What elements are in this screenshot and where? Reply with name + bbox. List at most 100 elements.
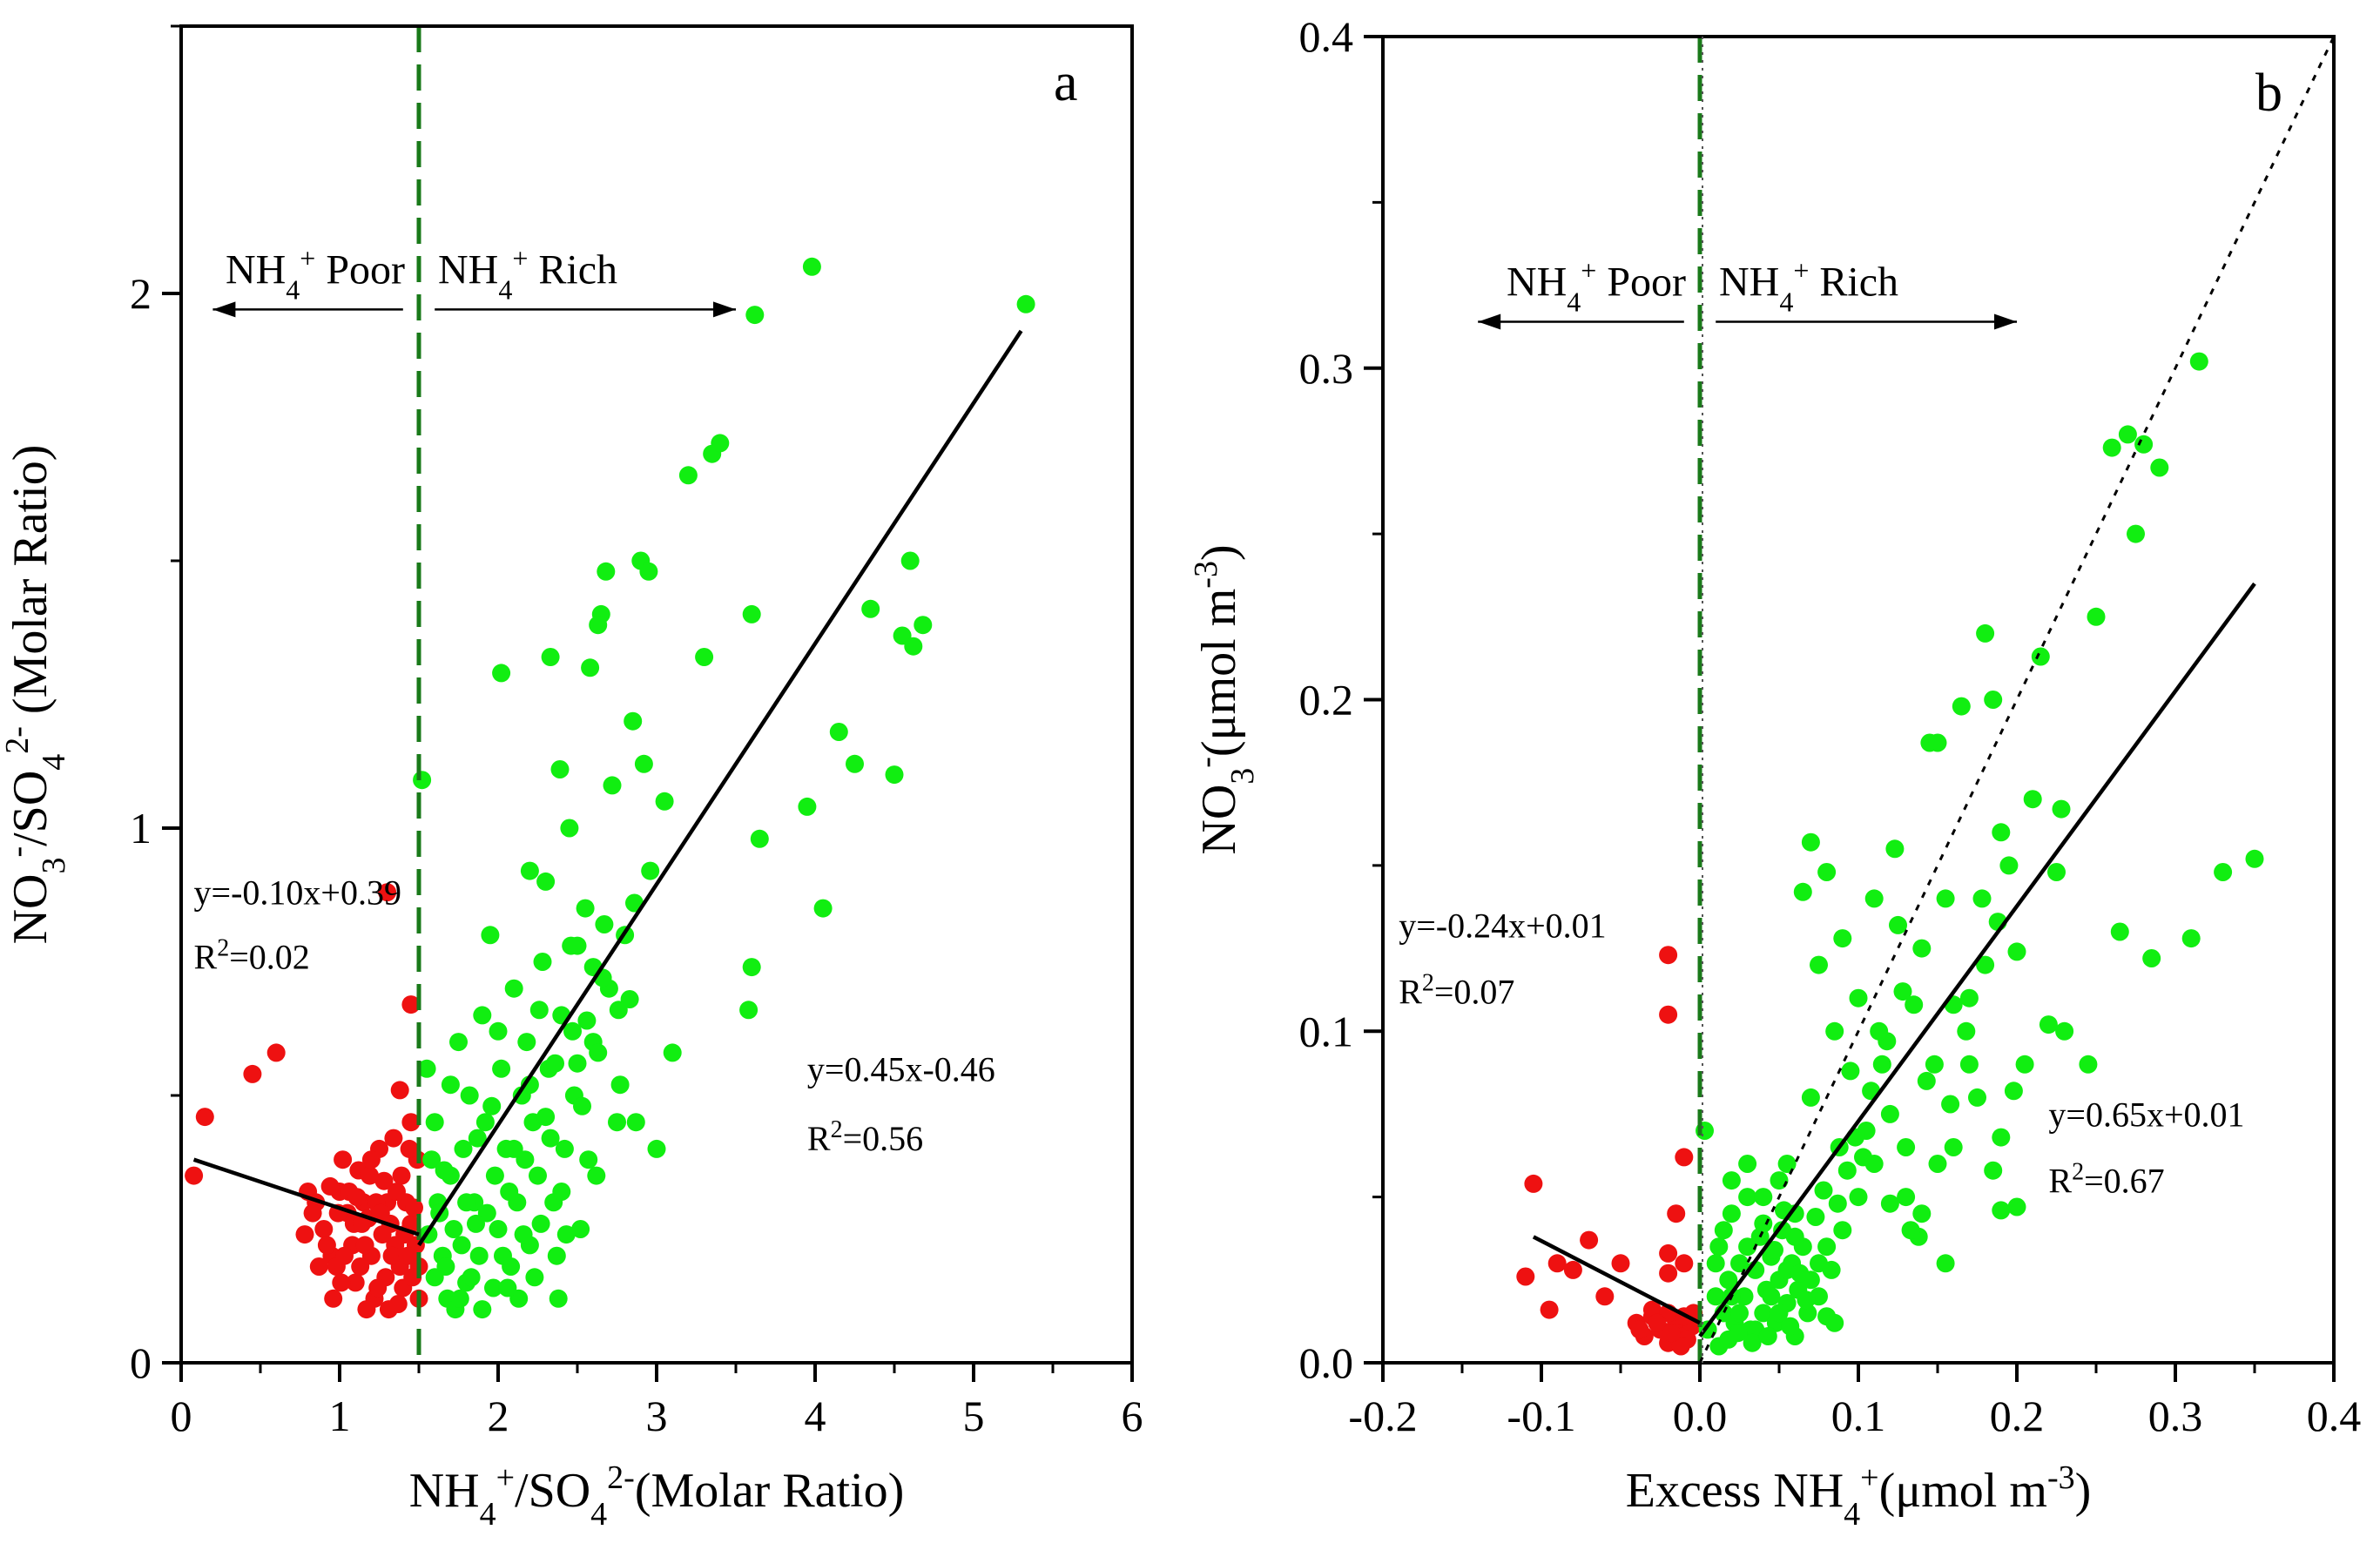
- panel-a-poor-point-51: [309, 1257, 328, 1276]
- panel-a-rich-point-88: [500, 1183, 519, 1201]
- panel-b-y-tick-label-1: 0.1: [1299, 1007, 1354, 1055]
- panel-b-rich-point-136: [1814, 1181, 1833, 1200]
- panel-a-rich-points: [413, 257, 1035, 1319]
- panel-b-rich-point-128: [1743, 1333, 1762, 1352]
- panel-b-poor-point-10: [1675, 1148, 1694, 1167]
- panel-a-rich-point-36: [560, 819, 579, 838]
- panel-a-rich-point-83: [462, 1268, 481, 1287]
- panel-a-rich-point-57: [678, 466, 698, 485]
- panel-a-rich-point-55: [655, 792, 674, 811]
- panel-a-poor-point-5: [401, 995, 421, 1014]
- panel-a-poor-point-58: [398, 1246, 417, 1265]
- panel-a-poor-point-3: [266, 1043, 286, 1062]
- panel-a-rich-point-123: [546, 1054, 564, 1073]
- panel-b-poor-points: [1516, 946, 1703, 1356]
- panel-a-rich-point-25: [517, 1033, 536, 1052]
- panel-a-tick-labels: 0 1 2 3 4 5 6 0 1 2: [130, 269, 1143, 1440]
- panel-b-rich-point-74: [1999, 856, 2019, 875]
- panel-a-rich-point-72: [885, 765, 904, 785]
- panel-a-poor-point-53: [295, 1225, 314, 1244]
- panel-b-rich-point-119: [1925, 1055, 1944, 1074]
- panel-b-rich-point-76: [2015, 1055, 2034, 1074]
- panel-a-rich-point-30: [536, 872, 556, 891]
- panel-b-rich-point-93: [2189, 352, 2208, 371]
- panel-a-rich-point-124: [562, 936, 581, 955]
- panel-b-poor-point-2: [1547, 1254, 1567, 1273]
- panel-b-rich-point-2: [1709, 1237, 1729, 1257]
- panel-b-rich-point-79: [2039, 1015, 2058, 1034]
- panel-a-rich-point-91: [525, 1268, 544, 1287]
- panel-b-rich-point-81: [2052, 799, 2071, 819]
- panel-b-rich-fit-line: [1698, 582, 2256, 1338]
- panel-b-rich-point-135: [1806, 1208, 1825, 1226]
- panel-b-y-axis-label: NO3-(μmol m-3): [1188, 544, 1261, 854]
- panel-a-rich-point-122: [529, 1001, 549, 1020]
- panel-a-rich-arrowhead: [713, 301, 736, 318]
- panel-b-rich-point-47: [1801, 1088, 1820, 1107]
- panel-b-rich-point-134: [1797, 1291, 1816, 1310]
- panel-b-rich-point-90: [2142, 949, 2161, 967]
- panel-b-poor-point-4: [1580, 1230, 1599, 1250]
- panel-b-rich-point-121: [1957, 1021, 1976, 1041]
- panel-a-x-tick-label-6: 6: [1122, 1392, 1143, 1440]
- panel-a-rich-point-41: [581, 658, 600, 677]
- panel-b-poor-point-30: [1662, 1324, 1681, 1343]
- panel-a-rich-point-119: [482, 1096, 502, 1115]
- panel-b-rich-point-32: [1730, 1304, 1749, 1323]
- panel-b-rich-point-132: [1781, 1317, 1800, 1336]
- panel-a-rich-point-84: [468, 1129, 487, 1148]
- panel-b-x-tick-label-0: -0.2: [1348, 1392, 1417, 1440]
- panel-b-rich-point-101: [1880, 1194, 1899, 1213]
- panel-b-rich-point-137: [1822, 1260, 1841, 1279]
- panel-a-rich-point-107: [473, 1300, 492, 1319]
- panel-a-rich-point-65: [739, 1001, 758, 1020]
- panel-b-rich-points: [1696, 352, 2264, 1356]
- panel-a-rich-point-76: [914, 616, 933, 635]
- panel-a-letter: a: [1054, 53, 1078, 112]
- panel-b-poor-equation: y=-0.24x+0.01: [1399, 906, 1606, 945]
- panel-a-poor-point-43: [355, 1236, 374, 1255]
- panel-b-rich-point-43: [1754, 1188, 1773, 1207]
- panel-a-rich-point-64: [742, 958, 761, 977]
- panel-a-poor-point-42: [361, 1166, 380, 1185]
- panel-a-rich-point-109: [504, 1139, 523, 1158]
- panel-b-rich-point-100: [1936, 1254, 1955, 1273]
- panel-b-poor-point-9: [1659, 1005, 1678, 1024]
- panel-a-rich-point-43: [587, 1166, 606, 1185]
- panel-a-poor-point-52: [303, 1203, 322, 1223]
- panel-a-rich-point-19: [492, 1059, 511, 1078]
- panel-b-rich-point-44: [1770, 1171, 1789, 1190]
- panel-b-rich-point-102: [1897, 1188, 1916, 1207]
- panel-b-rich-point-88: [2127, 524, 2145, 543]
- panel-a-rich-point-104: [425, 1268, 444, 1287]
- panel-b-y-tick-label-2: 0.2: [1299, 676, 1354, 724]
- panel-a-rich-point-0: [413, 771, 432, 790]
- panel-a-rich-equation: y=0.45x-0.46: [807, 1049, 995, 1088]
- panel-b-rich-point-94: [2214, 863, 2233, 881]
- panel-b-poor-point-13: [1659, 1264, 1678, 1283]
- panel-a-rich-point-131: [520, 861, 539, 880]
- panel-b-y-tick-label-3: 0.3: [1299, 344, 1354, 393]
- panel-b-rich-point-73: [1992, 823, 2011, 842]
- panel-a-rich-point-60: [711, 434, 730, 453]
- panel-b-rich-point-45: [1777, 1155, 1797, 1173]
- panel-a-rich-point-111: [536, 1108, 556, 1127]
- panel-b-rich-point-1: [1706, 1287, 1725, 1306]
- panel-b-rich-point-37: [1770, 1304, 1789, 1323]
- panel-b-rich-point-99: [2007, 1197, 2026, 1216]
- panel-a-rich-point-9: [454, 1139, 473, 1158]
- panel-b-rich-point-52: [1825, 1021, 1844, 1041]
- panel-b-rich-equation: y=0.65x+0.01: [2048, 1095, 2244, 1134]
- panel-b-y-tick-label-4: 0.4: [1299, 12, 1354, 61]
- panel-b-rich-point-57: [1864, 889, 1884, 908]
- panel-b-rich-point-91: [2150, 458, 2169, 477]
- panel-b-rich-point-58: [1872, 1055, 1891, 1074]
- panel-a-poor-point-61: [361, 1150, 381, 1169]
- panel-a-poor-point-47: [335, 1246, 354, 1265]
- panel-a-rich-point-14: [473, 1006, 492, 1025]
- panel-b-rich-point-42: [1738, 1155, 1757, 1173]
- panel-a-rich-point-99: [589, 1043, 608, 1062]
- panel-a-rich-point-75: [904, 637, 923, 656]
- panel-b-rich-point-33: [1738, 1237, 1757, 1257]
- panel-a-rich-point-95: [556, 1225, 576, 1244]
